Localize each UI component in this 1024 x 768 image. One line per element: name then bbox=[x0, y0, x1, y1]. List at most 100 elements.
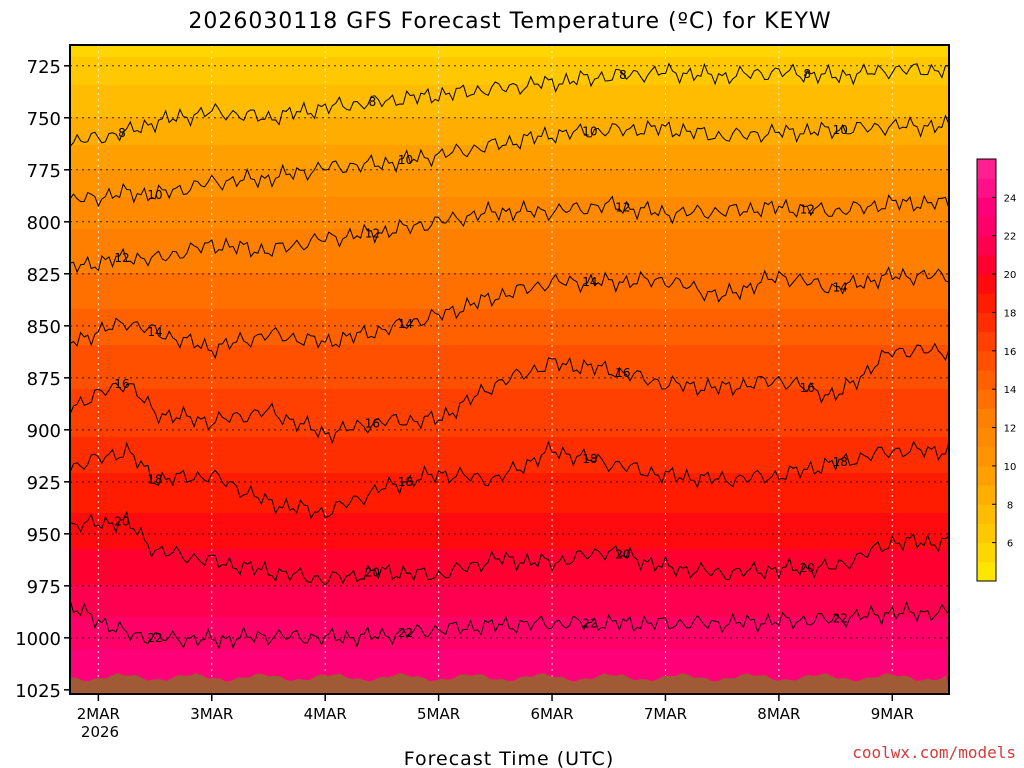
temperature-band bbox=[70, 49, 949, 54]
isotherm-line bbox=[70, 342, 949, 445]
temperature-band bbox=[70, 397, 949, 402]
colorbar-label: 10 bbox=[1004, 462, 1017, 473]
y-tick-label: 775 bbox=[27, 161, 61, 182]
isotherm-line bbox=[70, 194, 949, 274]
temperature-band bbox=[70, 297, 949, 302]
isotherm-label: 18 bbox=[833, 455, 848, 469]
colorbar-swatch bbox=[977, 274, 996, 294]
colorbar-swatch bbox=[977, 197, 996, 218]
temperature-band bbox=[70, 289, 949, 294]
temperature-band bbox=[70, 113, 949, 118]
isotherm-label: 14 bbox=[582, 275, 597, 289]
temperature-band bbox=[70, 53, 949, 58]
y-tick-label: 975 bbox=[27, 577, 61, 598]
temperature-band bbox=[70, 481, 949, 486]
temperature-band bbox=[70, 281, 949, 286]
isotherm-label: 20 bbox=[800, 561, 815, 575]
colorbar-label: 18 bbox=[1004, 308, 1017, 319]
colorbar-swatch bbox=[977, 504, 996, 524]
y-tick-label: 800 bbox=[27, 213, 61, 234]
temperature-band bbox=[70, 369, 949, 374]
temperature-band bbox=[70, 581, 949, 586]
temperature-band bbox=[70, 141, 949, 146]
temperature-band bbox=[70, 677, 949, 682]
isotherm-line bbox=[70, 599, 949, 650]
isotherm-line bbox=[70, 266, 949, 360]
temperature-band bbox=[70, 377, 949, 382]
temperature-band bbox=[70, 325, 949, 330]
temperature-band bbox=[70, 557, 949, 562]
x-tick-label: 8MAR bbox=[757, 705, 800, 723]
colorbar-label: 12 bbox=[1004, 424, 1017, 435]
temperature-band bbox=[70, 585, 949, 590]
temperature-band bbox=[70, 537, 949, 542]
temperature-band bbox=[70, 597, 949, 602]
temperature-band bbox=[70, 645, 949, 650]
temperature-band bbox=[70, 273, 949, 278]
temperature-band bbox=[70, 305, 949, 310]
temperature-band bbox=[70, 425, 949, 430]
temperature-band bbox=[70, 449, 949, 454]
isotherm-label: 16 bbox=[365, 417, 380, 431]
temperature-band bbox=[70, 85, 949, 90]
temperature-band bbox=[70, 225, 949, 230]
temperature-band bbox=[70, 285, 949, 290]
temperature-band bbox=[70, 61, 949, 66]
colorbar-swatch bbox=[977, 159, 996, 179]
temperature-band bbox=[70, 613, 949, 618]
temperature-band bbox=[70, 209, 949, 214]
temperature-band bbox=[70, 549, 949, 554]
temperature-band bbox=[70, 433, 949, 438]
isotherm-label: 12 bbox=[800, 202, 815, 216]
isotherm-label: 14 bbox=[147, 325, 162, 339]
y-tick-label: 850 bbox=[27, 317, 61, 338]
isotherm-label: 20 bbox=[114, 515, 129, 529]
isotherm-label: 14 bbox=[398, 317, 413, 331]
temperature-band bbox=[70, 409, 949, 414]
temperature-band bbox=[70, 185, 949, 190]
isotherm-label: 12 bbox=[114, 251, 129, 265]
temperature-band bbox=[70, 165, 949, 170]
temperature-band bbox=[70, 129, 949, 134]
temperature-band bbox=[70, 541, 949, 546]
temperature-band bbox=[70, 429, 949, 434]
colorbar-swatch bbox=[977, 216, 996, 237]
temperature-band bbox=[70, 421, 949, 426]
temperature-band bbox=[70, 589, 949, 594]
colorbar-swatch bbox=[977, 389, 996, 409]
temperature-band bbox=[70, 521, 949, 526]
isotherm-line bbox=[70, 440, 949, 520]
x-tick-label: 5MAR bbox=[417, 705, 460, 723]
colorbar-label: 24 bbox=[1004, 193, 1017, 204]
colorbar-label: 6 bbox=[1007, 539, 1013, 550]
isotherm-label: 8 bbox=[803, 67, 811, 81]
y-tick-label: 825 bbox=[27, 265, 61, 286]
temperature-band bbox=[70, 121, 949, 126]
colorbar-swatch bbox=[977, 485, 996, 505]
surface-terrain bbox=[70, 672, 949, 694]
temperature-band bbox=[70, 301, 949, 306]
temperature-band bbox=[70, 217, 949, 222]
temperature-band bbox=[70, 669, 949, 674]
temperature-band bbox=[70, 413, 949, 418]
isotherm-label: 22 bbox=[833, 612, 848, 626]
temperature-band bbox=[70, 361, 949, 366]
temperature-band bbox=[70, 213, 949, 218]
temperature-band bbox=[70, 417, 949, 422]
temperature-band bbox=[70, 173, 949, 178]
temperature-band bbox=[70, 389, 949, 394]
colorbar-swatch bbox=[977, 178, 996, 198]
temperature-band bbox=[70, 137, 949, 142]
temperature-band bbox=[70, 665, 949, 670]
plot-frame bbox=[69, 44, 950, 695]
temperature-band bbox=[70, 353, 949, 358]
temperature-band bbox=[70, 45, 949, 50]
y-axis: 725 750 775 800 825 850 875 900 925 950 975 1000 102… bbox=[15, 57, 70, 702]
temperature-band bbox=[70, 265, 949, 270]
x-tick-label: 6MAR bbox=[530, 705, 573, 723]
temperature-band bbox=[70, 489, 949, 494]
colorbar-swatch bbox=[977, 427, 996, 448]
temperature-band bbox=[70, 349, 949, 354]
y-tick-label: 1025 bbox=[15, 681, 61, 702]
plot-area: 8 8 8 8 10 10 10 10 12 12 12 12 14 14 14 14 16 16 16 16 18 18… bbox=[70, 45, 949, 694]
